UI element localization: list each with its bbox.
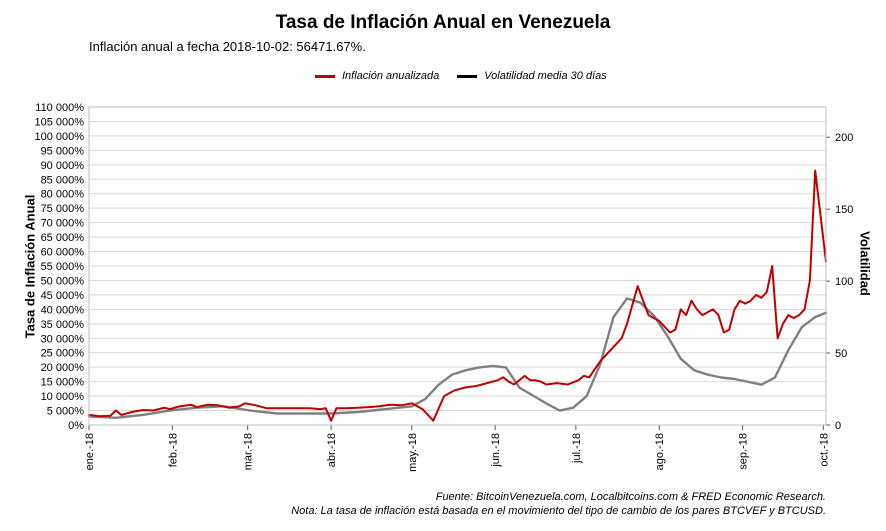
x-tick-label: may.-18: [407, 433, 419, 472]
series-line-volatility: [87, 297, 828, 419]
y-tick-label: 65 000%: [41, 232, 85, 244]
y-tick-label: 5 000%: [47, 406, 85, 418]
legend-label-volatility: Volatilidad media 30 días: [484, 70, 607, 82]
y2-tick-label: 100: [835, 276, 853, 288]
chart-title: Tasa de Inflación Anual en Venezuela: [275, 12, 611, 33]
y-tick-label: 30 000%: [41, 333, 85, 345]
y2-tick-label: 0: [835, 420, 841, 432]
x-tick-label: mar.-18: [243, 433, 255, 470]
legend: Inflación anualizada Volatilidad media 3…: [315, 70, 625, 82]
y-tick-label: 50 000%: [41, 275, 85, 287]
y-tick-label: 100 000%: [34, 131, 84, 143]
y-tick-label: 70 000%: [41, 218, 85, 230]
y-tick-label: 110 000%: [35, 102, 84, 114]
x-tick-label: ago.-18: [654, 433, 666, 470]
x-tick-label: feb.-18: [167, 433, 179, 467]
y2-tick-label: 150: [835, 204, 853, 216]
y-tick-label: 75 000%: [41, 203, 85, 215]
y2-tick-label: 200: [835, 132, 853, 144]
series-group: [87, 169, 828, 422]
legend-swatch-volatility: [457, 74, 478, 78]
y-tick-label: 20 000%: [41, 362, 85, 374]
y2-axis-ticks: 0 50 100 150 200: [826, 132, 853, 432]
legend-item-inflation: Inflación anualizada: [315, 70, 439, 82]
x-tick-label: ene.-18: [84, 433, 96, 470]
y-tick-label: 90 000%: [41, 160, 85, 172]
y-tick-label: 35 000%: [41, 319, 85, 331]
y2-tick-label: 50: [835, 348, 847, 360]
series-line-inflation: [88, 169, 827, 422]
y-tick-label: 40 000%: [41, 304, 85, 316]
y-tick-label: 0%: [68, 420, 84, 432]
y-axis-label: Tasa de Inflación Anual: [22, 194, 38, 339]
legend-swatch-inflation: [315, 74, 335, 78]
legend-item-volatility: Volatilidad media 30 días: [457, 70, 607, 82]
x-tick-label: oct.-18: [818, 433, 830, 467]
y-tick-label: 55 000%: [41, 261, 85, 273]
y-tick-label: 25 000%: [41, 348, 85, 360]
legend-label-inflation: Inflación anualizada: [342, 70, 440, 82]
y-tick-label: 95 000%: [41, 145, 85, 157]
x-tick-label: abr.-18: [326, 433, 338, 467]
footer-note: Nota: La tasa de inflación está basada e…: [291, 505, 826, 517]
y-tick-label: 10 000%: [41, 391, 85, 403]
x-tick-label: jul.-18: [571, 433, 583, 464]
y2-axis-label: Volatilidad: [857, 231, 873, 296]
y-tick-label: 45 000%: [41, 290, 85, 302]
chart-subtitle: Inflación anual a fecha 2018-10-02: 5647…: [89, 39, 366, 54]
footer-source: Fuente: BitcoinVenezuela.com, Localbitco…: [435, 491, 826, 503]
x-tick-label: jun.-18: [490, 433, 502, 468]
x-tick-label: sep.-18: [738, 433, 750, 470]
x-axis-ticks: ene.-18 feb.-18 mar.-18 abr.-18 may.-18 jun.-…: [84, 425, 830, 472]
plot-area-frame: [88, 106, 827, 426]
y-tick-label: 15 000%: [41, 377, 85, 389]
y-axis-ticks: 0% 5 000% 10 000% 15 000% 20 000% 25 000% 30 0…: [34, 102, 84, 432]
y-tick-label: 85 000%: [41, 174, 85, 186]
y-tick-label: 105 000%: [34, 116, 84, 128]
y-tick-label: 80 000%: [41, 189, 85, 201]
y-tick-label: 60 000%: [41, 247, 85, 259]
